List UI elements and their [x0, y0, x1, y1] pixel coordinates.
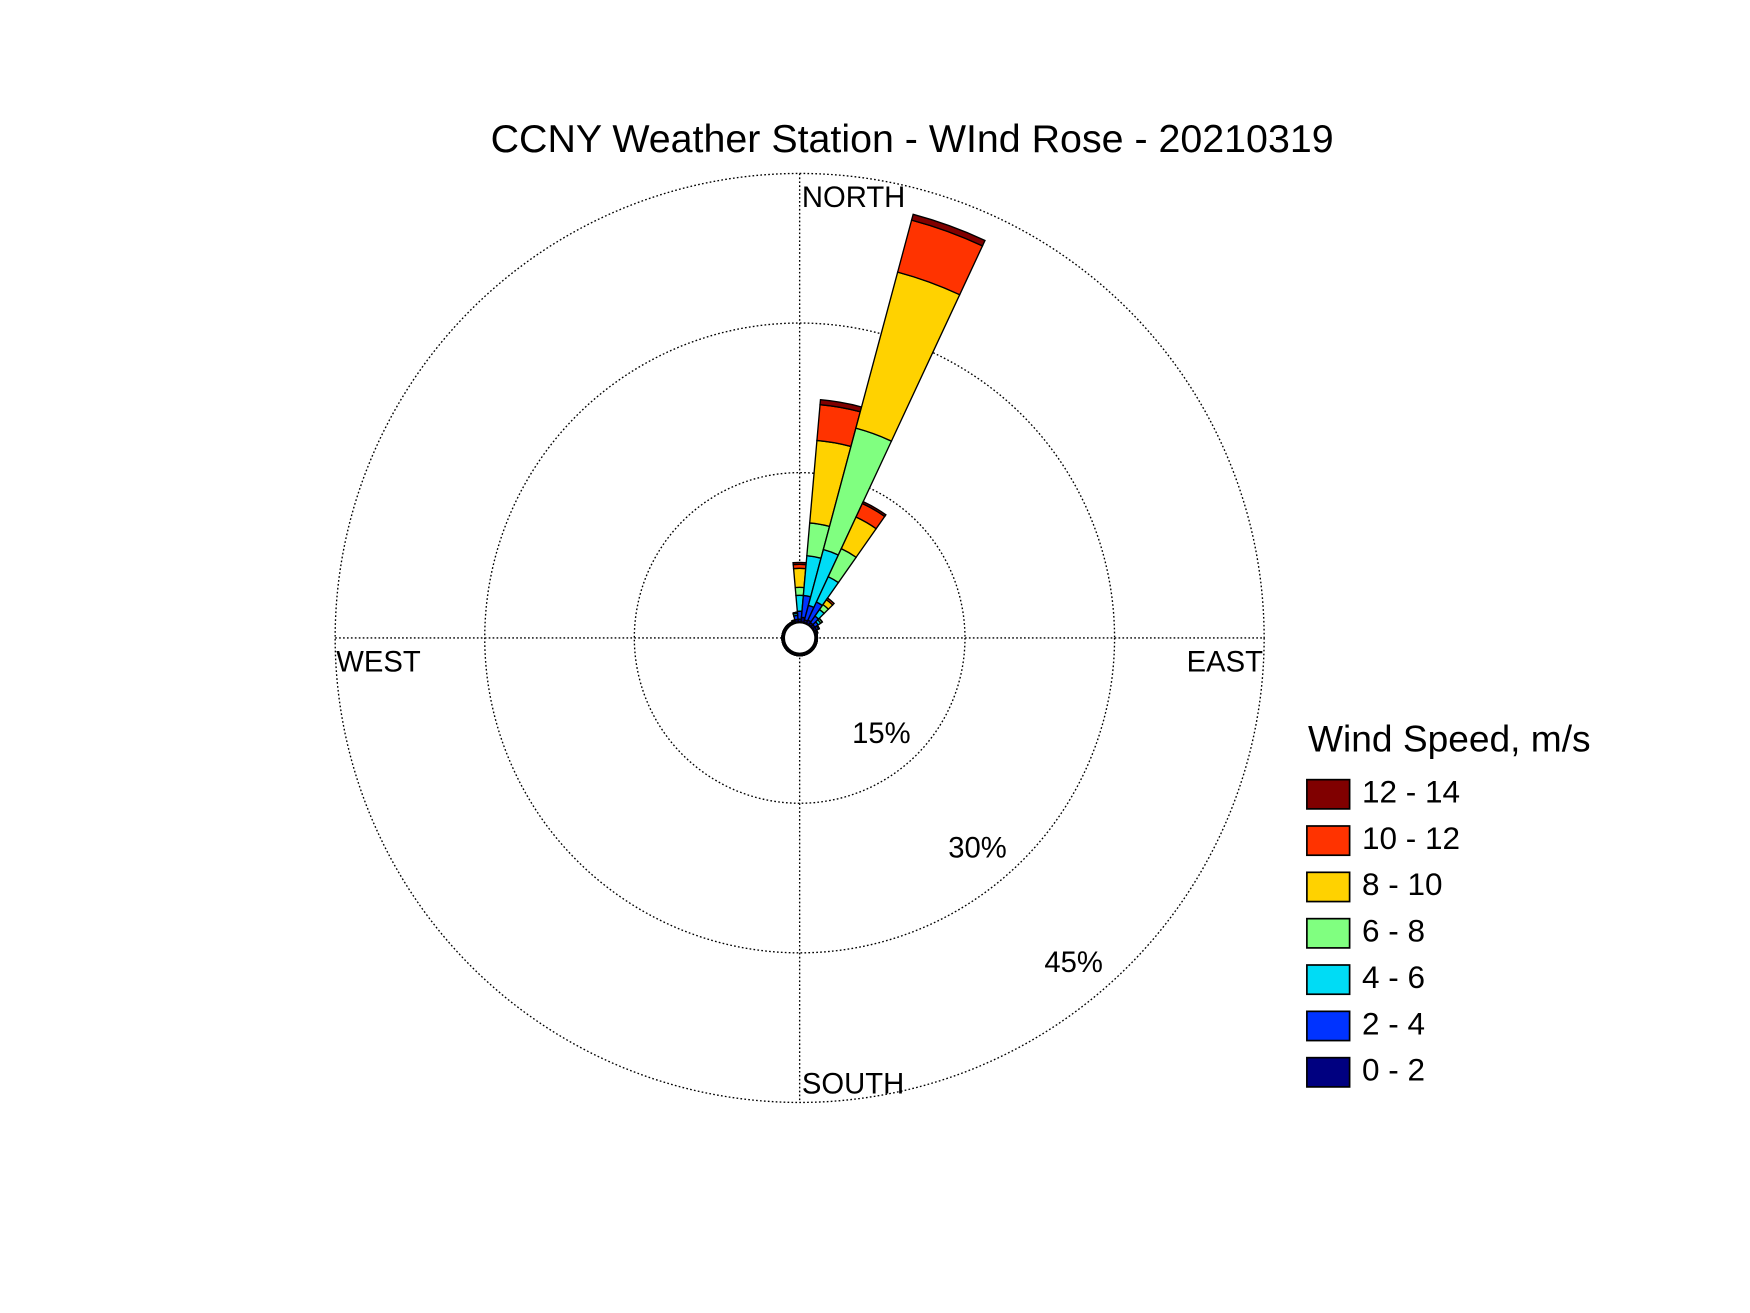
legend-swatch [1306, 917, 1351, 949]
legend-swatch [1306, 1056, 1351, 1088]
wedge [855, 271, 961, 443]
legend-label: 2 - 4 [1362, 1005, 1425, 1041]
legend-label: 4 - 6 [1362, 959, 1425, 995]
wedge [827, 597, 835, 605]
direction-label: NORTH [802, 182, 905, 214]
legend-label: 10 - 12 [1362, 820, 1460, 856]
legend-swatch [1306, 1010, 1351, 1042]
wedge [792, 561, 807, 566]
grid-ring [334, 172, 1265, 1104]
chart-title: CCNY Weather Station - WInd Rose - 20210… [491, 117, 1334, 161]
legend-label: 8 - 10 [1362, 866, 1443, 902]
wedge [792, 611, 798, 614]
direction-label: SOUTH [802, 1068, 904, 1100]
wedge [910, 213, 986, 247]
direction-label: WEST [336, 647, 421, 679]
legend-label: 6 - 8 [1362, 913, 1425, 949]
legend-swatch [1306, 871, 1351, 903]
wedge [794, 586, 805, 597]
legend-label: 12 - 14 [1362, 774, 1460, 810]
legend-title: Wind Speed, m/s [1308, 718, 1591, 760]
legend-swatch [1306, 778, 1351, 810]
r-tick-label: 15% [852, 718, 911, 750]
center-hole [782, 621, 817, 655]
legend-label: 0 - 2 [1362, 1052, 1425, 1088]
r-tick-label: 45% [1044, 947, 1103, 979]
direction-label: EAST [1187, 647, 1263, 679]
wedge [816, 629, 819, 634]
r-tick-label: 30% [948, 833, 1007, 865]
legend-swatch [1306, 825, 1351, 857]
wedge [861, 500, 887, 518]
legend-swatch [1306, 964, 1351, 996]
